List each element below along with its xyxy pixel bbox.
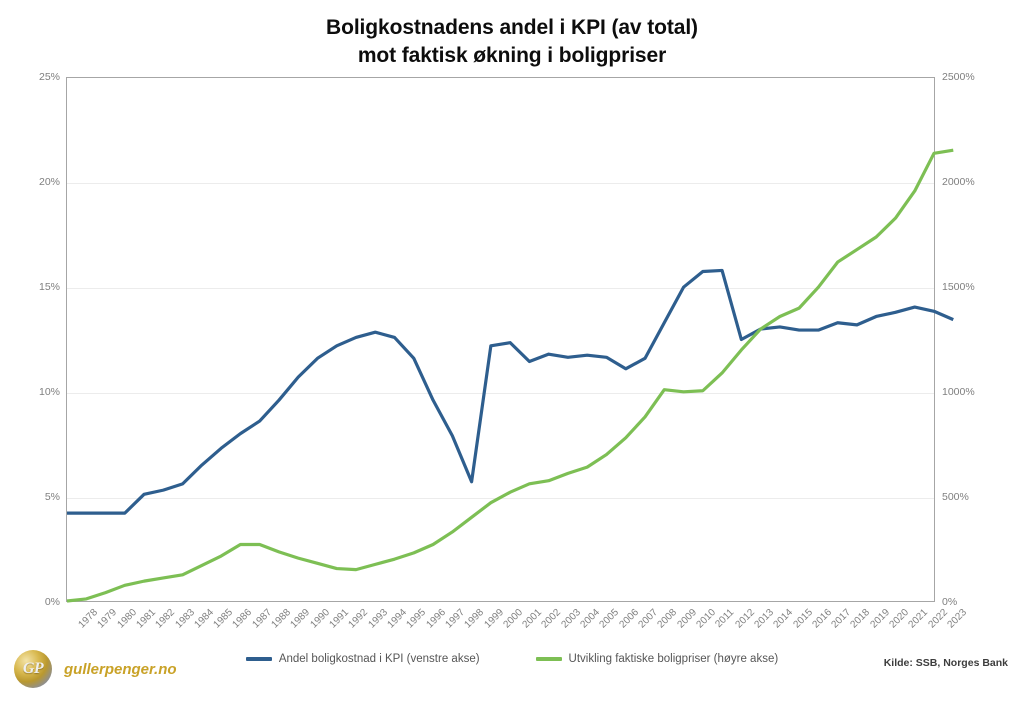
x-tick-label: 1993 [366,607,390,631]
x-tick-label: 1989 [288,607,313,631]
x-tick-label: 1998 [462,607,487,631]
x-tick-label: 1997 [443,607,467,631]
legend-label: Andel boligkostnad i KPI (venstre akse) [278,653,480,665]
x-tick-label: 1984 [192,607,216,631]
legend-label: Utvikling faktiske boligpriser (høyre ak… [568,653,779,665]
y-right-tick-label: 1500% [942,281,975,293]
x-tick-label: 1981 [134,607,158,631]
brand-logo[interactable]: GP gullerpenger.no [14,650,177,688]
series-lines [66,148,954,603]
x-tick-label: 2016 [810,607,834,631]
y-left-tick-label: 10% [38,386,60,398]
gridline [67,183,934,184]
gridline [67,288,934,289]
x-tick-label: 2010 [694,607,718,631]
x-tick-label: 1995 [404,607,429,631]
x-tick-label: 1980 [115,607,139,631]
x-tick-label: 1987 [250,607,274,631]
legend-swatch-icon [245,657,272,661]
x-tick-label: 2018 [848,607,873,631]
y-right-tick-label: 2000% [942,176,975,188]
x-tick-label: 2017 [829,607,854,631]
x-tick-label: 2019 [868,607,892,631]
x-tick-label: 2021 [906,607,931,631]
x-tick-label: 2006 [617,607,641,631]
x-tick-label: 2003 [559,607,583,631]
y-left-tick-label: 15% [38,281,60,293]
x-tick-label: 2007 [636,607,661,631]
gp-logo-icon: GP [14,650,52,688]
legend-item[interactable]: Andel boligkostnad i KPI (venstre akse) [245,653,480,665]
source-note: Kilde: SSB, Norges Bank [883,657,1008,669]
x-tick-label: 1979 [95,607,120,631]
y-left-tick-label: 0% [44,596,60,608]
y-right-tick-label: 500% [942,491,969,503]
chart-title: Boligkostnadens andel i KPI (av total) m… [0,14,1024,70]
legend-swatch-icon [535,657,562,661]
x-tick-label: 2023 [945,607,970,631]
chart-title-line-1: Boligkostnadens andel i KPI (av total) [326,16,698,39]
chart-title-line-2: mot faktisk økning i boligpriser [357,43,667,67]
x-tick-label: 1999 [482,607,506,631]
x-tick-label: 2008 [655,607,680,631]
gridline [67,393,934,394]
x-tick-label: 2022 [926,607,950,631]
y-left-tick-label: 5% [44,491,60,503]
x-tick-label: 2013 [752,607,776,631]
x-tick-label: 1978 [76,607,101,631]
x-tick-label: 2012 [733,607,757,631]
x-tick-label: 2001 [520,607,545,631]
x-tick-label: 2020 [887,607,912,631]
x-tick-label: 1982 [153,607,178,631]
y-right-tick-label: 2500% [942,71,975,83]
brand-name: gullerpenger.no [64,660,177,678]
x-tick-label: 1985 [211,607,236,631]
x-tick-label: 1992 [346,607,371,631]
chart-legend: Andel boligkostnad i KPI (venstre akse) U… [0,653,1024,665]
x-tick-label: 2000 [501,607,525,631]
brand-monogram: GP [22,660,44,677]
x-tick-label: 1988 [269,607,294,631]
x-tick-label: 2005 [597,607,622,631]
x-tick-label: 2004 [578,607,603,631]
x-tick-label: 1983 [173,607,197,631]
y-left-tick-label: 20% [38,176,60,188]
x-tick-label: 1990 [308,607,332,631]
y-left-tick-label: 25% [38,71,60,83]
x-tick-label: 2002 [539,607,564,631]
x-tick-label: 2011 [713,607,737,630]
y-right-tick-label: 1000% [942,386,975,398]
x-tick-label: 1986 [231,607,255,631]
plot-area [66,77,954,603]
y-right-tick-label: 0% [942,596,958,608]
legend-item[interactable]: Utvikling faktiske boligpriser (høyre ak… [535,653,779,665]
series-line [67,268,954,515]
x-tick-label: 2014 [771,607,796,631]
series-line [66,148,954,603]
x-tick-label: 2015 [791,607,815,631]
x-tick-label: 2009 [675,607,699,631]
x-tick-label: 1994 [385,607,409,631]
x-tick-label: 1991 [327,607,352,631]
x-tick-label: 1996 [424,607,448,631]
